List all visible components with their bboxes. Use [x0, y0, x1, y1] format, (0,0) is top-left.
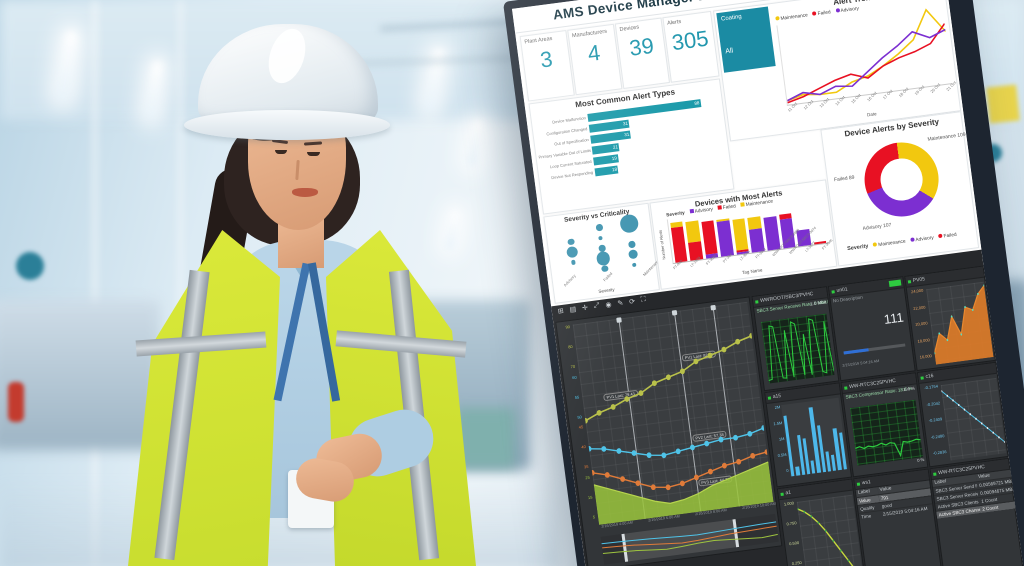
most-common-panel: Most Common Alert Types Device Malfuncti… [528, 78, 735, 215]
machinery-teal-cabinet [455, 408, 515, 468]
status-dot [856, 482, 861, 486]
advisory-legend-square [689, 208, 694, 214]
status-dot [907, 279, 912, 284]
severity-criticality-panel: Severity vs Criticality Advisory Failed Ma… [543, 202, 661, 304]
status-dot [920, 375, 924, 380]
monitor-screen: AMS Device Manager Dashboard Plant Areas… [511, 0, 1024, 566]
list-view-icon[interactable]: ▤ [569, 306, 577, 314]
kpi-plant-areas: Plant Areas 3 [519, 29, 575, 102]
ams-dashboard: AMS Device Manager Dashboard Plant Areas… [511, 0, 982, 307]
hard-hat-brim [184, 110, 390, 140]
status-dot [780, 492, 784, 496]
layout-grid-icon[interactable]: ⊞ [557, 307, 565, 316]
expand-icon[interactable]: ⤢ [593, 302, 600, 310]
unit-value: 111 [882, 309, 905, 327]
donut-legend: Severity Maintenance Advisory Failed [846, 232, 958, 253]
donut-label-failed: Failed 89 [833, 174, 855, 184]
woman-worker [120, 18, 476, 566]
unit-panel: un01 No Description 111 2/15/2019 5:04:1… [827, 276, 916, 382]
a1-decline-plot [796, 494, 865, 566]
blue-bars-plot [781, 397, 848, 477]
status-dot [767, 395, 772, 400]
overview-strip [600, 513, 779, 565]
severity-criticality-plot [554, 213, 650, 280]
donut-panel: Device Alerts by Severity Maintenance 10… [820, 111, 980, 267]
unit-slider-fill [843, 348, 869, 355]
receive-rate-panel: WWROOT/SBC3/PVHC SBC3 Server Receive Rat… [751, 286, 840, 392]
orange-area-panel: PV05 24,000 22,000 20,000 18,000 16,000 [904, 265, 997, 372]
status-dot [844, 385, 848, 390]
sbc3-table-panel: WW-RTC3C25PVHC Label Value SBC3 Server Se… [929, 457, 1024, 566]
maintenance-legend-square [740, 202, 745, 207]
glass-partition [178, 0, 183, 400]
severity-donut [860, 137, 944, 222]
annotate-icon[interactable]: ✎ [617, 299, 624, 308]
teal-dot-left [16, 252, 44, 280]
main-trend-plot: PV1 Last: 79.43 PV1 Last: 82.15 PV2 Last… [572, 301, 774, 525]
eye-right [307, 152, 320, 156]
ws1-table-panel: ws1 Label Value Value 791 Quality good Time… [853, 468, 944, 566]
wall-monitor: AMS Device Manager Dashboard Plant Areas… [503, 0, 1024, 566]
machinery-left [0, 300, 160, 450]
advisory-legend-dot [835, 8, 840, 13]
kpi-alerts: Alerts 305 [662, 10, 720, 83]
kpi-devices: Devices 39 [614, 17, 670, 90]
cyan-decline-panel: c16 -0.1754 -0.2042 -0.2409 -0.2480 -0.2836 [916, 361, 1009, 468]
fullscreen-icon[interactable]: ⛶ [640, 295, 647, 304]
status-dot [933, 471, 937, 476]
kpi-value: 3 [538, 46, 555, 73]
receive-spark-plot [760, 313, 835, 384]
compressor-min: 0 % [916, 456, 925, 463]
advisory-legend-dot [910, 237, 915, 242]
yellow-sticky-note [986, 84, 1020, 124]
cyan-decline-plot [940, 377, 1007, 461]
kpi-value: 4 [586, 39, 602, 67]
donut-label-maintenance: Maintenance 109 [927, 131, 967, 143]
slicer-value[interactable]: All [724, 47, 734, 56]
donut-label-advisory: Advisory 107 [862, 222, 892, 232]
kpi-value: 305 [670, 25, 710, 56]
maintenance-legend-dot [775, 16, 780, 21]
glass-partition [92, 0, 98, 566]
cursor-icon[interactable]: ◉ [605, 301, 613, 310]
refresh-icon[interactable]: ⟳ [628, 298, 636, 307]
kpi-manufacturers: Manufacturers 4 [567, 23, 623, 96]
main-trend-panel: 90 80 70 60 55 50 45 40 35 25 15 5 PV1 Last: 79.… [555, 296, 783, 566]
ok-badge [888, 279, 902, 287]
kpi-value: 39 [627, 32, 656, 61]
fire-extinguisher [8, 382, 24, 422]
orange-area-plot [926, 281, 994, 365]
pan-icon[interactable]: ✛ [581, 304, 589, 313]
compressor-panel: WW-RTC3C25PVHC SBC3 Compressor Ratio: 18… [840, 372, 929, 478]
compressor-plot [849, 399, 923, 466]
coating-slicer[interactable]: Coating All [716, 6, 776, 73]
blue-bars-panel: a15 2M 1.5M 1M 0.5M 0 [764, 382, 853, 488]
status-dot [755, 299, 759, 304]
lips [292, 188, 318, 197]
ceiling-light [444, 209, 461, 251]
alert-trend-panel: Coating All Alert Trend Maintenance Fail… [712, 0, 962, 142]
status-dot [831, 289, 835, 294]
devices-ylabel: Number of Alerts [657, 229, 667, 260]
historian-dashboard: ⊞ ▤ ✛ ⤢ ◉ ✎ ⟳ ⛶ 90 80 70 60 55 50 45 40 35 25 1… [551, 249, 1024, 566]
ceiling-light [466, 119, 484, 167]
failed-legend-square [717, 205, 722, 210]
unit-time: 2/15/2019 5:04:16 AM [842, 358, 880, 368]
eye-left [275, 150, 287, 154]
unit-slider-track[interactable] [843, 343, 906, 355]
alert-trend-plot [776, 3, 953, 106]
